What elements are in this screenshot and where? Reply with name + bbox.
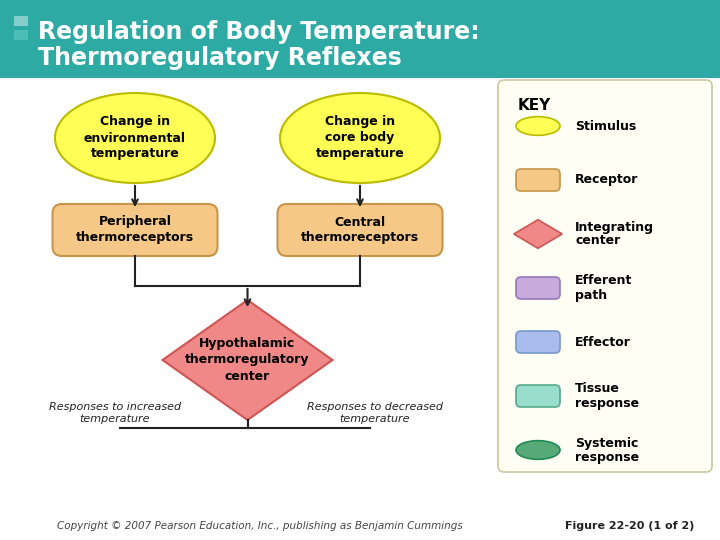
Bar <box>14 44 28 54</box>
Text: Thermoregulatory Reflexes: Thermoregulatory Reflexes <box>38 46 402 70</box>
Text: Tissue: Tissue <box>575 382 620 395</box>
FancyBboxPatch shape <box>516 277 560 299</box>
Text: path: path <box>575 288 607 301</box>
Text: Systemic: Systemic <box>575 436 639 449</box>
FancyBboxPatch shape <box>498 80 712 472</box>
Text: Change in
core body
temperature: Change in core body temperature <box>315 116 405 160</box>
Ellipse shape <box>516 117 560 136</box>
Ellipse shape <box>280 93 440 183</box>
Polygon shape <box>163 300 333 420</box>
Ellipse shape <box>55 93 215 183</box>
Bar <box>14 16 28 26</box>
Text: response: response <box>575 450 639 463</box>
Text: Central
thermoreceptors: Central thermoreceptors <box>301 215 419 245</box>
FancyBboxPatch shape <box>516 169 560 191</box>
Text: Figure 22-20 (1 of 2): Figure 22-20 (1 of 2) <box>565 521 695 531</box>
Text: Efferent: Efferent <box>575 274 632 287</box>
Text: Change in
environmental
temperature: Change in environmental temperature <box>84 116 186 160</box>
Text: response: response <box>575 396 639 409</box>
Text: Responses to increased
temperature: Responses to increased temperature <box>49 402 181 424</box>
Ellipse shape <box>516 441 560 460</box>
Text: Responses to decreased
temperature: Responses to decreased temperature <box>307 402 443 424</box>
Text: Copyright © 2007 Pearson Education, Inc., publishing as Benjamin Cummings: Copyright © 2007 Pearson Education, Inc.… <box>57 521 463 531</box>
Text: Regulation of Body Temperature:: Regulation of Body Temperature: <box>38 20 480 44</box>
Text: Effector: Effector <box>575 335 631 348</box>
FancyBboxPatch shape <box>516 385 560 407</box>
Text: Receptor: Receptor <box>575 173 639 186</box>
Text: Stimulus: Stimulus <box>575 119 636 132</box>
Bar <box>0 0 720 78</box>
Text: Hypothalamic
thermoregulatory
center: Hypothalamic thermoregulatory center <box>185 338 310 382</box>
Text: center: center <box>575 234 620 247</box>
Bar <box>14 30 28 40</box>
Text: Peripheral
thermoreceptors: Peripheral thermoreceptors <box>76 215 194 245</box>
Text: KEY: KEY <box>518 98 552 113</box>
Polygon shape <box>514 220 562 248</box>
FancyBboxPatch shape <box>277 204 443 256</box>
Text: Integrating: Integrating <box>575 220 654 233</box>
FancyBboxPatch shape <box>516 331 560 353</box>
FancyBboxPatch shape <box>53 204 217 256</box>
